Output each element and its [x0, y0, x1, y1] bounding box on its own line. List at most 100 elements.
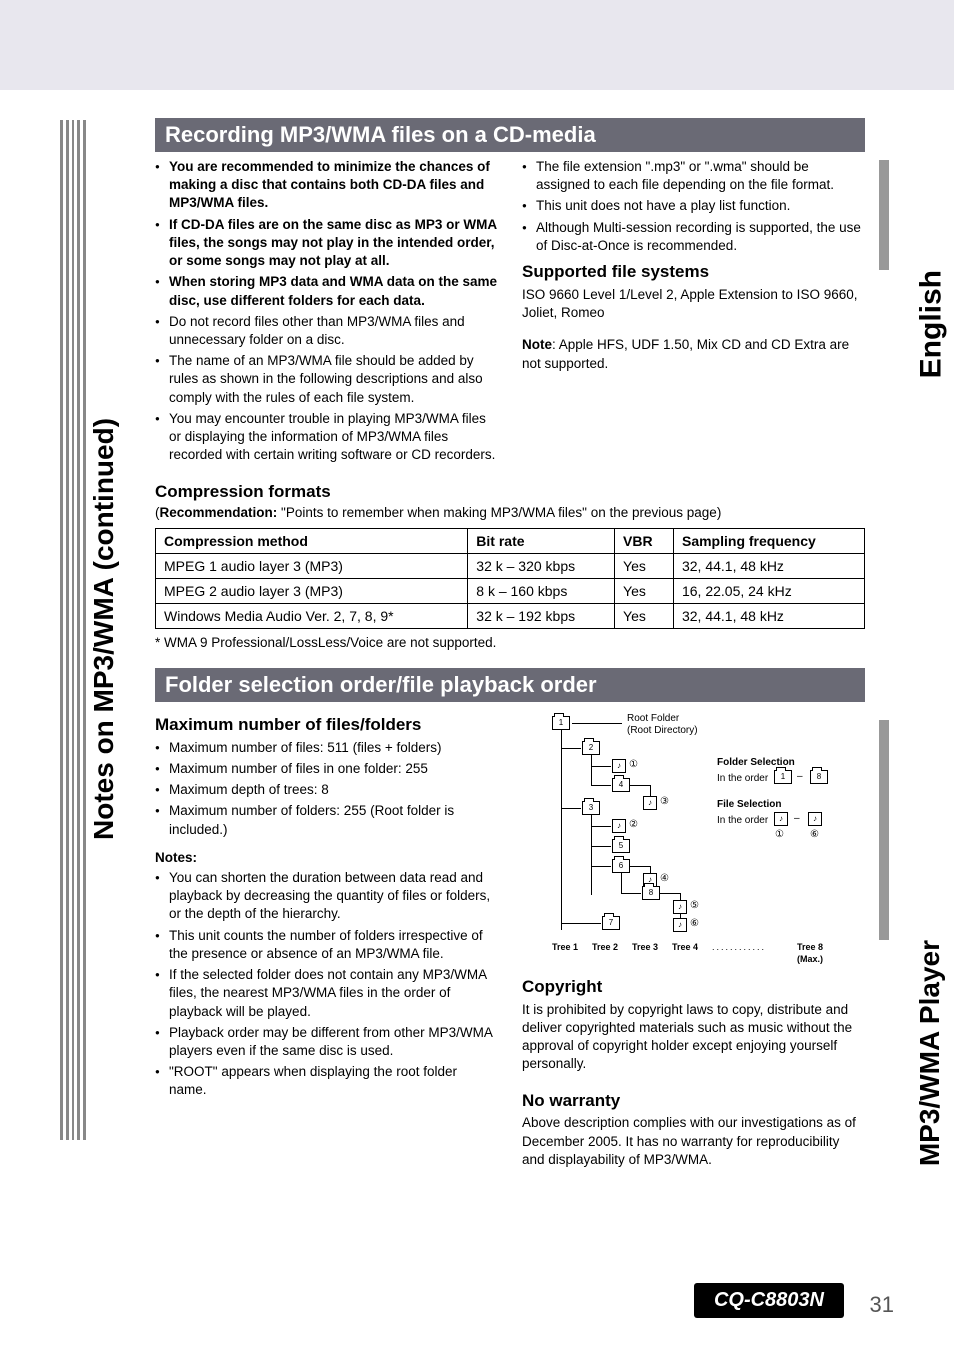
file-sel-head: File Selection: [717, 800, 781, 810]
file-icon: ♪: [643, 796, 657, 810]
tree-label: Tree 4: [672, 943, 698, 952]
bullet-item: Although Multi-session recording is supp…: [522, 219, 865, 255]
bullet-item: Do not record files other than MP3/WMA f…: [155, 313, 498, 349]
bullet-item: This unit does not have a play list func…: [522, 197, 865, 215]
diagram-line: [591, 866, 611, 867]
section2-title: Folder selection order/file playback ord…: [155, 668, 865, 702]
supported-file-systems-body: ISO 9660 Level 1/Level 2, Apple Extensio…: [522, 286, 865, 322]
file-to: ⑥: [810, 830, 819, 840]
bullet-item: Maximum number of folders: 255 (Root fol…: [155, 802, 498, 838]
diagram-line: [561, 808, 581, 809]
copyright-body: It is prohibited by copyright laws to co…: [522, 1001, 865, 1074]
diagram-line: [572, 723, 622, 724]
folder-icon: 3: [582, 801, 600, 815]
file-ord: ②: [629, 820, 638, 830]
top-band: [0, 0, 954, 90]
folder-icon: 1: [774, 770, 792, 784]
folder-icon: 5: [612, 839, 630, 853]
right-bar-decoration-2: [879, 720, 889, 940]
compression-head: Compression formats: [155, 482, 865, 502]
compression-rec: (Recommendation: "Points to remember whe…: [155, 504, 865, 522]
file-from: ①: [775, 830, 784, 840]
diagram-line: [591, 766, 611, 767]
diagram-line: [561, 923, 601, 924]
side-label-mp3wma: MP3/WMA Player: [914, 940, 946, 1166]
cell: 32, 44.1, 48 kHz: [673, 603, 864, 628]
warranty-head: No warranty: [522, 1090, 865, 1113]
page-number: 31: [870, 1292, 894, 1318]
cell: Windows Media Audio Ver. 2, 7, 8, 9*: [156, 603, 468, 628]
file-ord: ①: [629, 760, 638, 770]
diagram-line: [561, 730, 562, 930]
folder-icon: 8: [810, 770, 828, 784]
folder-icon: 2: [582, 741, 600, 755]
model-pill: CQ-C8803N: [694, 1283, 844, 1318]
bullet-item: This unit counts the number of folders i…: [155, 927, 498, 963]
side-label-english: English: [914, 270, 948, 378]
bullet-item: You are recommended to minimize the chan…: [155, 158, 498, 213]
compression-table: Compression method Bit rate VBR Sampling…: [155, 528, 865, 629]
folder-icon: 4: [612, 778, 630, 792]
copyright-head: Copyright: [522, 976, 865, 999]
folder-icon: 7: [602, 916, 620, 930]
note-label: Note: [522, 337, 552, 352]
bullet-item: The file extension ".mp3" or ".wma" shou…: [522, 158, 865, 194]
rec-text: "Points to remember when making MP3/WMA …: [281, 505, 721, 520]
diagram-line: [591, 785, 611, 786]
right-bar-decoration: [879, 160, 889, 270]
diagram-line: [561, 748, 581, 749]
cell: 32, 44.1, 48 kHz: [673, 553, 864, 578]
side-label-left: Notes on MP3/WMA (continued): [88, 418, 120, 840]
cell: Yes: [615, 603, 674, 628]
table-row: MPEG 2 audio layer 3 (MP3) 8 k – 160 kbp…: [156, 578, 865, 603]
note-row: Note: Apple HFS, UDF 1.50, Mix CD and CD…: [522, 336, 865, 372]
section1-title: Recording MP3/WMA files on a CD-media: [155, 118, 865, 152]
cell: 32 k – 192 kbps: [468, 603, 615, 628]
cell: 8 k – 160 kbps: [468, 578, 615, 603]
cell: Yes: [615, 553, 674, 578]
table-header-row: Compression method Bit rate VBR Sampling…: [156, 528, 865, 553]
left-stripe-decoration: [60, 120, 86, 1140]
bullet-item: If the selected folder does not contain …: [155, 966, 498, 1021]
cell: Yes: [615, 578, 674, 603]
note-body: : Apple HFS, UDF 1.50, Mix CD and CD Ext…: [522, 337, 849, 370]
diagram-line: [591, 755, 592, 785]
cell: 32 k – 320 kbps: [468, 553, 615, 578]
tree-label: Tree 2: [592, 943, 618, 952]
tree8-max: (Max.): [797, 955, 823, 964]
diagram-line: [591, 826, 611, 827]
table-row: MPEG 1 audio layer 3 (MP3) 32 k – 320 kb…: [156, 553, 865, 578]
bullet-item: The name of an MP3/WMA file should be ad…: [155, 352, 498, 407]
diagram-line: [591, 846, 611, 847]
folder-icon: 6: [612, 859, 630, 873]
section1-right-col: The file extension ".mp3" or ".wma" shou…: [522, 158, 865, 468]
bullet-item: Maximum number of files: 511 (files + fo…: [155, 739, 498, 757]
folder-icon: 1: [552, 716, 570, 730]
diagram-line: [621, 873, 622, 893]
tree-label: Tree 3: [632, 943, 658, 952]
col-method: Compression method: [156, 528, 468, 553]
warranty-body: Above description complies with our inve…: [522, 1114, 865, 1169]
bullet-item: Maximum number of files in one folder: 2…: [155, 760, 498, 778]
in-order-label: In the order: [717, 774, 768, 784]
bullet-item: When storing MP3 data and WMA data on th…: [155, 273, 498, 309]
file-icon: ♪: [673, 918, 687, 932]
file-ord: ③: [660, 797, 669, 807]
cell: MPEG 1 audio layer 3 (MP3): [156, 553, 468, 578]
col-vbr: VBR: [615, 528, 674, 553]
section1-columns: You are recommended to minimize the chan…: [155, 158, 865, 468]
notes-bullets: You can shorten the duration between dat…: [155, 869, 498, 1100]
bullet-item: You may encounter trouble in playing MP3…: [155, 410, 498, 465]
col-sampling: Sampling frequency: [673, 528, 864, 553]
tree-label: Tree 1: [552, 943, 578, 952]
dash: –: [794, 814, 800, 824]
section1-left-col: You are recommended to minimize the chan…: [155, 158, 498, 468]
section1-right-bullets: The file extension ".mp3" or ".wma" shou…: [522, 158, 865, 255]
max-head: Maximum number of files/folders: [155, 714, 498, 737]
tree-label: Tree 8: [797, 943, 823, 952]
col-bitrate: Bit rate: [468, 528, 615, 553]
file-ord: ⑤: [690, 901, 699, 911]
rec-label: Recommendation:: [160, 505, 278, 520]
notes-head: Notes:: [155, 849, 498, 867]
section1-left-bullets: You are recommended to minimize the chan…: [155, 158, 498, 465]
